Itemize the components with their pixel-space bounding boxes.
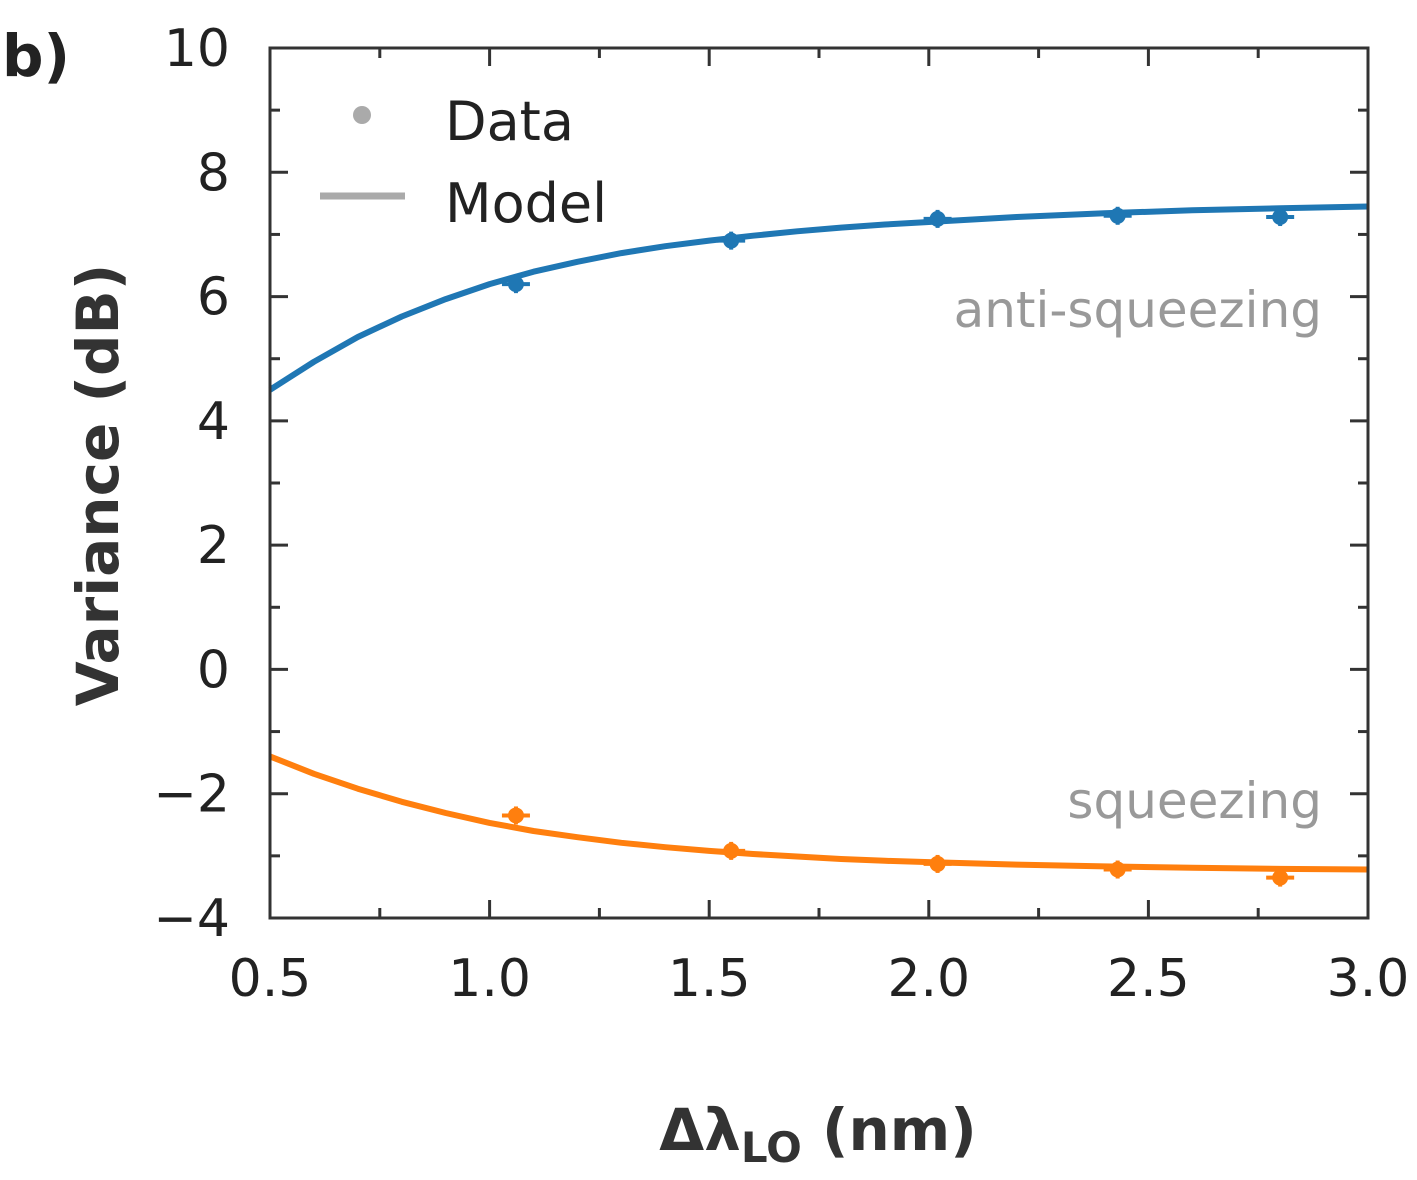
x-tick-label: 2.0 bbox=[887, 949, 970, 1009]
legend-data-marker bbox=[353, 106, 371, 124]
squeezing-data-point bbox=[1103, 860, 1132, 879]
anti-squeezing-data-point bbox=[1103, 206, 1132, 225]
plot-frame bbox=[268, 46, 1370, 920]
squeezing-data-point bbox=[1266, 868, 1295, 887]
squeezing-data-point bbox=[717, 841, 746, 860]
squeezing-model-line bbox=[268, 753, 1369, 873]
anti-squeezing-model-line bbox=[268, 203, 1369, 393]
legend: Data Model bbox=[320, 90, 607, 235]
y-tick-label: 6 bbox=[197, 268, 230, 328]
y-tick-label: 2 bbox=[197, 516, 230, 576]
anti-squeezing-annotation: anti-squeezing bbox=[954, 281, 1322, 339]
x-axis-title: ΔλLO (nm) bbox=[659, 1096, 977, 1172]
anti-squeezing-data-point bbox=[923, 209, 952, 228]
x-tick-label: 1.5 bbox=[668, 949, 751, 1009]
y-tick-label: 8 bbox=[197, 143, 230, 203]
legend-data-label: Data bbox=[445, 90, 574, 153]
squeezing-data-point bbox=[501, 806, 530, 825]
y-tick-label: 0 bbox=[197, 640, 230, 700]
panel-label: b) bbox=[2, 22, 70, 90]
x-tick-label: 1.0 bbox=[448, 949, 531, 1009]
x-axis-title-sub: LO bbox=[741, 1123, 802, 1172]
series-layer bbox=[268, 203, 1369, 887]
x-axis-title-unit: (nm) bbox=[802, 1096, 977, 1164]
squeezing-data-point bbox=[923, 854, 952, 873]
anti-squeezing-data-point bbox=[717, 231, 746, 250]
y-tick-label: −2 bbox=[153, 765, 230, 825]
x-tick-label: 3.0 bbox=[1327, 949, 1410, 1009]
x-tick-label: 0.5 bbox=[229, 949, 312, 1009]
y-tick-label: −4 bbox=[153, 889, 230, 949]
squeezing-annotation: squeezing bbox=[1067, 772, 1322, 830]
y-tick-label: 10 bbox=[164, 19, 230, 79]
anti-squeezing-data-point bbox=[1266, 208, 1295, 227]
y-axis-title: Variance (dB) bbox=[64, 264, 132, 706]
tick-labels: 0.5 1.0 1.5 2.0 2.5 3.0 −4 −2 0 2 4 6 8 10 bbox=[153, 19, 1409, 1009]
legend-model-label: Model bbox=[445, 172, 607, 235]
y-tick-label: 4 bbox=[197, 392, 230, 452]
anti-squeezing-data-point bbox=[501, 275, 530, 294]
x-axis-title-main: Δλ bbox=[659, 1096, 741, 1164]
x-tick-label: 2.5 bbox=[1107, 949, 1190, 1009]
